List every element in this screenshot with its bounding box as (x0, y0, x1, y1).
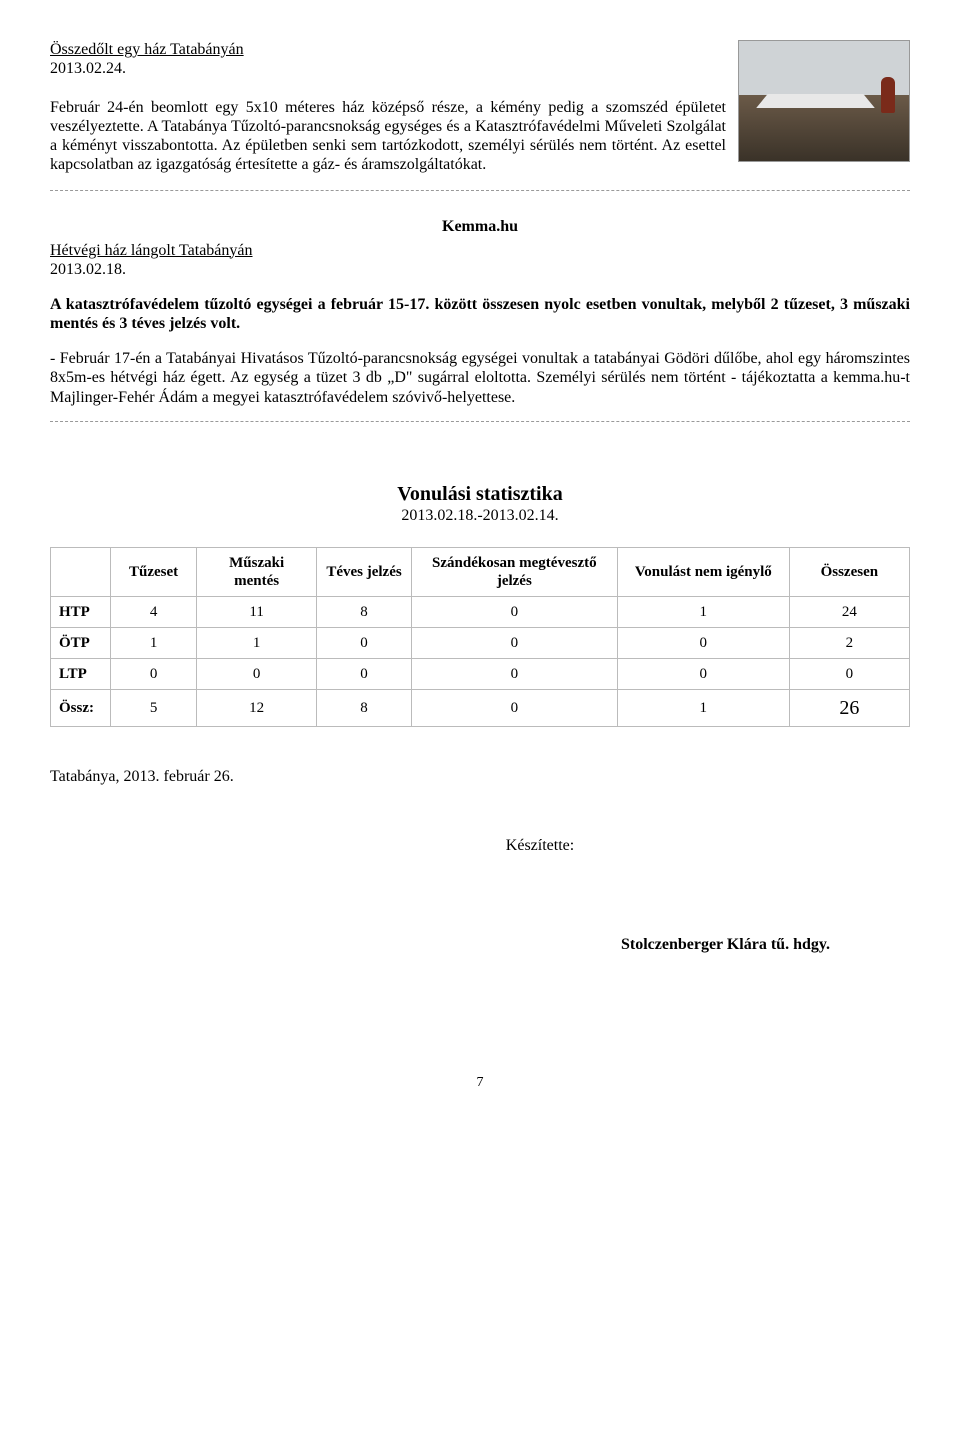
table-row: LTP000000 (51, 659, 910, 690)
article-1: Összedőlt egy ház Tatabányán 2013.02.24.… (50, 40, 910, 174)
table-header-cell: Szándékosan megtévesztő jelzés (411, 548, 617, 597)
table-cell: 0 (111, 659, 197, 690)
table-cell: 0 (617, 628, 789, 659)
row-label: LTP (51, 659, 111, 690)
source-label: Kemma.hu (50, 217, 910, 236)
table-cell: 1 (197, 628, 317, 659)
table-row: Össz:51280126 (51, 690, 910, 727)
table-cell: 0 (317, 628, 411, 659)
separator-2 (50, 421, 910, 422)
table-cell: 8 (317, 597, 411, 628)
article-2-title: Hétvégi ház lángolt Tatabányán (50, 241, 910, 260)
stats-date-range: 2013.02.18.-2013.02.14. (50, 506, 910, 525)
keszitette-label: Készítette: (170, 836, 910, 855)
article-2-body: - Február 17-én a Tatabányai Hivatásos T… (50, 349, 910, 407)
stats-table: TűzesetMűszaki mentésTéves jelzésSzándék… (50, 547, 910, 727)
table-cell: 8 (317, 690, 411, 727)
separator (50, 190, 910, 191)
table-cell: 1 (617, 690, 789, 727)
table-header-cell: Összesen (789, 548, 909, 597)
table-header-cell: Téves jelzés (317, 548, 411, 597)
article-1-photo (738, 40, 910, 162)
article-2-header: Hétvégi ház lángolt Tatabányán 2013.02.1… (50, 241, 910, 279)
table-cell: 0 (411, 659, 617, 690)
place-date: Tatabánya, 2013. február 26. (50, 767, 910, 786)
table-cell: 24 (789, 597, 909, 628)
table-cell: 1 (111, 628, 197, 659)
table-header-cell: Vonulást nem igénylő (617, 548, 789, 597)
table-cell: 0 (411, 628, 617, 659)
table-cell: 4 (111, 597, 197, 628)
table-header-cell: Tűzeset (111, 548, 197, 597)
table-cell: 11 (197, 597, 317, 628)
table-cell: 0 (617, 659, 789, 690)
table-header-row: TűzesetMűszaki mentésTéves jelzésSzándék… (51, 548, 910, 597)
table-header-cell (51, 548, 111, 597)
table-header-cell: Műszaki mentés (197, 548, 317, 597)
table-cell: 0 (317, 659, 411, 690)
table-cell: 0 (411, 690, 617, 727)
stats-title: Vonulási statisztika (50, 482, 910, 506)
article-2-lead: A katasztrófavédelem tűzoltó egységei a … (50, 295, 910, 333)
table-cell: 0 (789, 659, 909, 690)
row-label: HTP (51, 597, 111, 628)
table-cell: 12 (197, 690, 317, 727)
table-cell: 2 (789, 628, 909, 659)
table-cell: 1 (617, 597, 789, 628)
table-cell: 5 (111, 690, 197, 727)
row-label: ÖTP (51, 628, 111, 659)
table-cell: 0 (411, 597, 617, 628)
table-row: HTP41180124 (51, 597, 910, 628)
author-name: Stolczenberger Klára tű. hdgy. (50, 935, 910, 954)
article-2-date: 2013.02.18. (50, 260, 910, 279)
table-cell: 0 (197, 659, 317, 690)
page-number: 7 (50, 1075, 910, 1092)
table-cell: 26 (789, 690, 909, 727)
row-label: Össz: (51, 690, 111, 727)
table-row: ÖTP110002 (51, 628, 910, 659)
